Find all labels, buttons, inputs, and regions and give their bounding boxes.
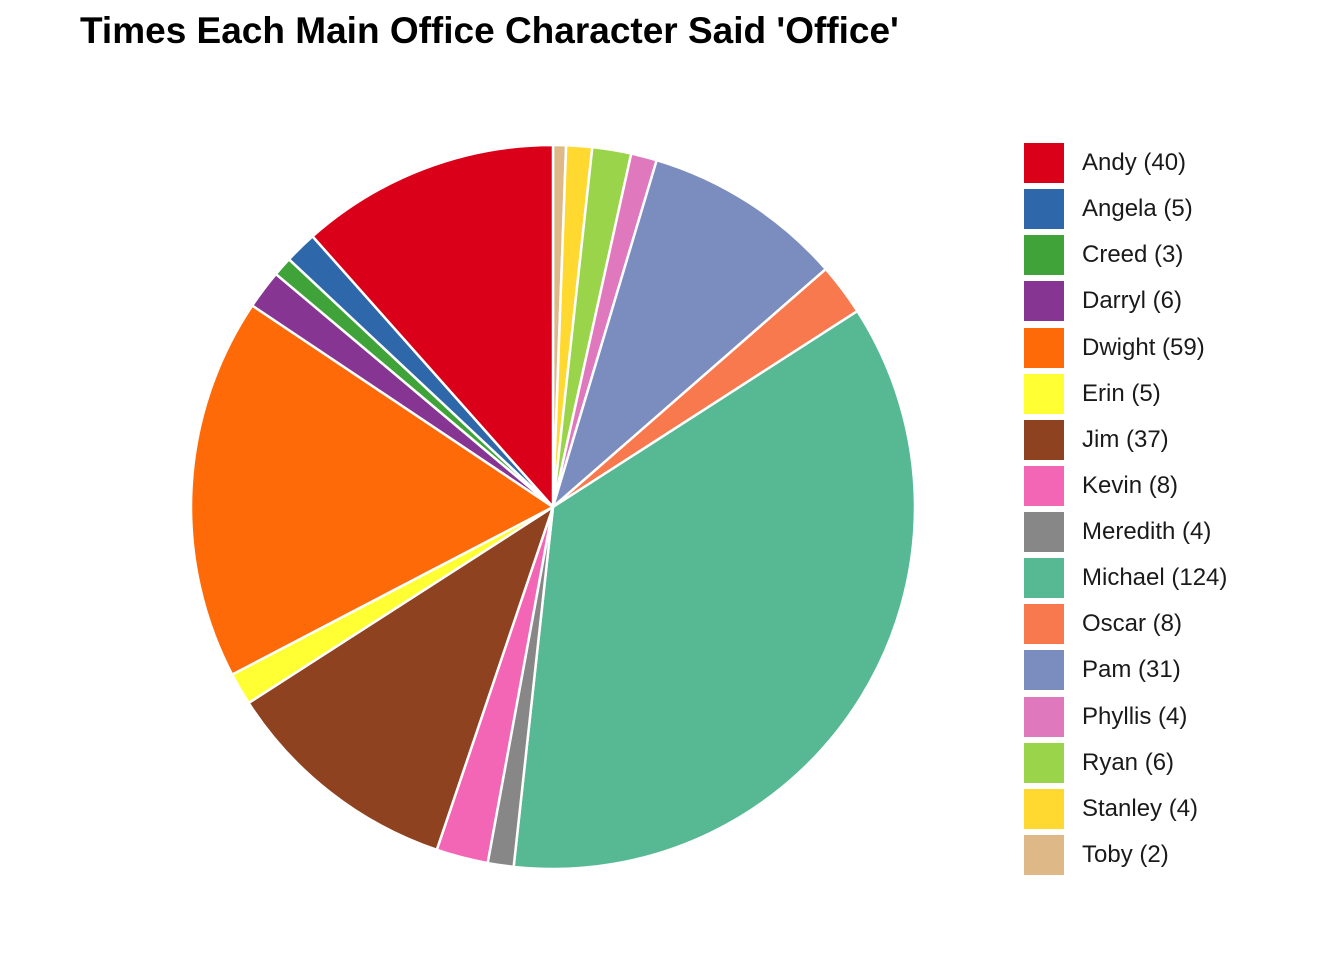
legend-swatch-michael [1024,558,1064,599]
pie-slice-dwight [189,304,555,676]
legend-item-andy: Andy (40) [1024,140,1227,186]
legend-swatch-oscar [1024,604,1064,645]
legend-swatch-pam [1024,650,1064,691]
pie-slices [189,143,917,871]
legend-label-ryan: Ryan (6) [1082,748,1175,776]
legend-item-darryl: Darryl (6) [1024,278,1227,324]
legend-item-oscar: Oscar (8) [1024,601,1227,647]
legend-label-oscar: Oscar (8) [1082,610,1183,638]
legend-swatch-kevin [1024,465,1064,506]
legend: Andy (40) Angela (5) Creed (3) Darryl (6) Dw… [1024,140,1227,878]
legend-swatch-meredith [1024,512,1064,553]
pie-slice-michael [512,309,917,871]
legend-item-erin: Erin (5) [1024,371,1227,417]
legend-item-pam: Pam (31) [1024,647,1227,693]
legend-item-creed: Creed (3) [1024,232,1227,278]
legend-swatch-erin [1024,373,1064,414]
legend-swatch-toby [1024,834,1064,875]
legend-swatch-creed [1024,235,1064,276]
legend-swatch-ryan [1024,742,1064,783]
legend-item-kevin: Kevin (8) [1024,463,1227,509]
legend-label-erin: Erin (5) [1082,379,1161,407]
legend-label-darryl: Darryl (6) [1082,287,1182,315]
legend-label-andy: Andy (40) [1082,149,1187,177]
legend-swatch-angela [1024,189,1064,230]
legend-label-stanley: Stanley (4) [1082,794,1199,822]
legend-item-angela: Angela (5) [1024,186,1227,232]
legend-item-michael: Michael (124) [1024,555,1227,601]
legend-swatch-jim [1024,419,1064,460]
legend-item-ryan: Ryan (6) [1024,740,1227,786]
legend-swatch-dwight [1024,327,1064,368]
legend-label-meredith: Meredith (4) [1082,518,1212,546]
legend-label-kevin: Kevin (8) [1082,471,1179,499]
legend-label-toby: Toby (2) [1082,840,1169,868]
legend-item-dwight: Dwight (59) [1024,325,1227,371]
legend-label-pam: Pam (31) [1082,656,1181,684]
legend-item-meredith: Meredith (4) [1024,509,1227,555]
legend-swatch-darryl [1024,281,1064,322]
chart-title: Times Each Main Office Character Said 'O… [80,10,899,51]
legend-item-phyllis: Phyllis (4) [1024,694,1227,740]
pie-slice-andy [311,143,555,509]
legend-item-stanley: Stanley (4) [1024,786,1227,832]
pie-slice-jim [247,505,555,852]
legend-label-dwight: Dwight (59) [1082,333,1205,361]
pie-slice-pam [551,158,828,509]
legend-label-jim: Jim (37) [1082,425,1169,453]
legend-item-toby: Toby (2) [1024,832,1227,878]
legend-label-creed: Creed (3) [1082,241,1184,269]
legend-label-phyllis: Phyllis (4) [1082,702,1188,730]
legend-swatch-stanley [1024,788,1064,829]
legend-item-jim: Jim (37) [1024,417,1227,463]
legend-swatch-phyllis [1024,696,1064,737]
legend-label-angela: Angela (5) [1082,195,1193,223]
legend-swatch-andy [1024,143,1064,184]
legend-label-michael: Michael (124) [1082,564,1228,592]
